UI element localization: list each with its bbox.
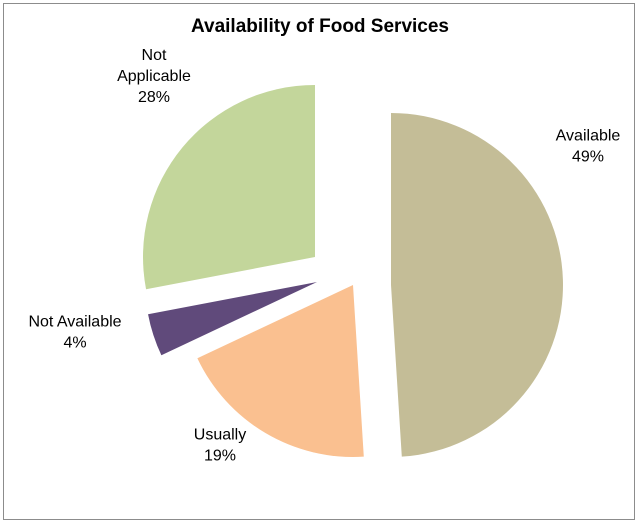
slice-label-0: Available <box>556 128 621 145</box>
slice-label-2: Not Available <box>28 314 121 331</box>
slice-pct-2: 4% <box>63 335 86 352</box>
slice-pct-3: 28% <box>138 89 170 106</box>
slice-label-1: Usually <box>194 427 246 444</box>
pie-slice-1 <box>197 285 364 457</box>
slice-label-3: Not <box>142 47 167 64</box>
pie-slice-0 <box>391 113 563 457</box>
slice-pct-0: 49% <box>572 149 604 166</box>
pie-slice-2 <box>148 282 317 356</box>
slice-label-3: Applicable <box>117 68 191 85</box>
pie-slice-3 <box>143 85 315 290</box>
chart-title: Availability of Food Services <box>191 16 449 37</box>
slice-pct-1: 19% <box>204 448 236 465</box>
